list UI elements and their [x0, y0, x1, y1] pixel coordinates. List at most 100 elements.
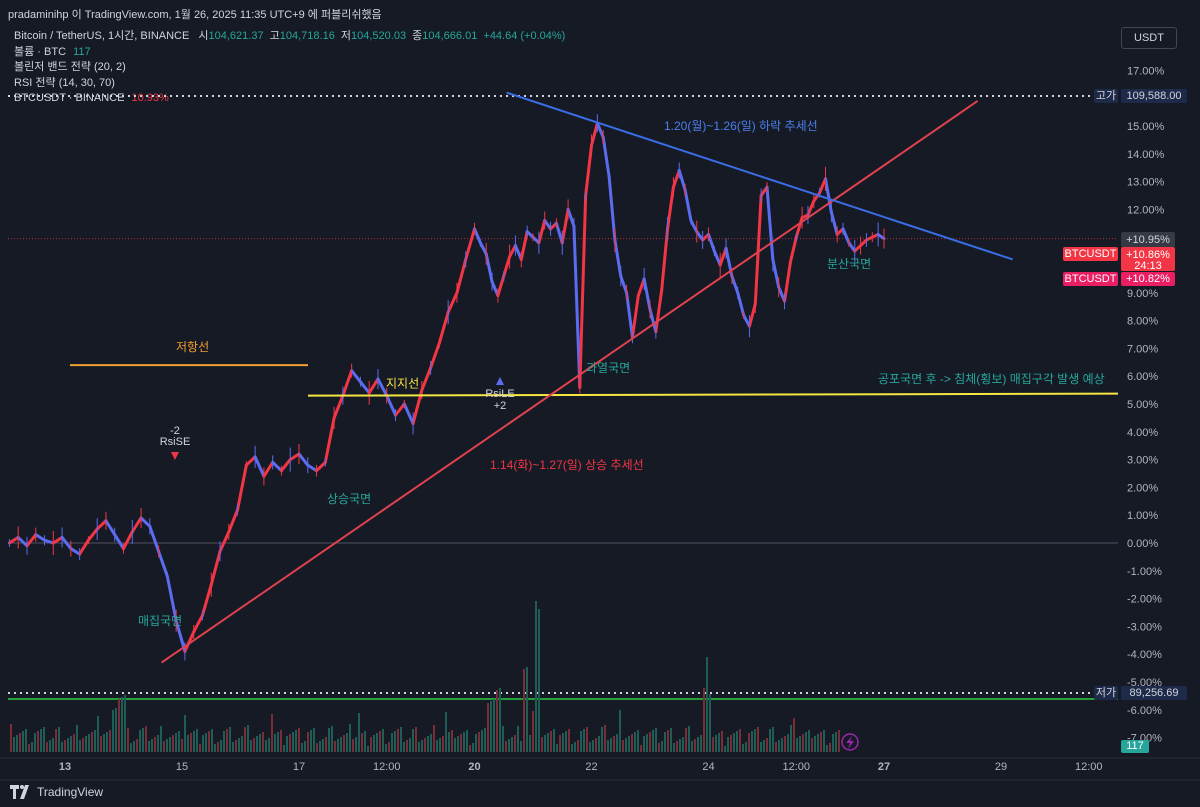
price-segment — [707, 232, 716, 253]
price-segment — [253, 455, 266, 478]
low-tag: 저가 — [1096, 686, 1116, 699]
volume-bar — [457, 736, 459, 752]
price-segment — [350, 369, 362, 384]
volume-bar — [187, 735, 189, 752]
volume-bar — [367, 746, 369, 752]
price-segment — [572, 224, 582, 389]
price-segment — [484, 252, 494, 284]
legend-rsi[interactable]: RSI 전략 (14, 30, 70) — [14, 76, 115, 89]
price-segment — [560, 207, 570, 245]
volume-bar — [328, 728, 330, 752]
volume-bar — [100, 736, 102, 752]
volume-bar — [136, 739, 138, 752]
volume-bar — [697, 737, 699, 752]
rising-phase-label: 상승국면 — [327, 492, 371, 506]
volume-bar — [40, 729, 42, 752]
volume-bar — [289, 734, 291, 752]
volume-bar — [781, 738, 783, 752]
volume-bar — [721, 731, 723, 752]
volume-bar — [382, 729, 384, 752]
volume-bar — [235, 740, 237, 752]
price-segment — [464, 227, 476, 261]
volume-bar — [205, 733, 207, 752]
legend-bollinger[interactable]: 볼린저 밴드 전략 (20, 2) — [14, 61, 126, 73]
volume-bar — [250, 740, 252, 752]
y-tick-label: 17.00% — [1127, 65, 1165, 77]
volume-bar — [163, 741, 165, 752]
currency-button[interactable]: USDT — [1121, 27, 1177, 49]
volume-bar — [298, 728, 300, 752]
volume-bar — [379, 731, 381, 752]
price-segment — [619, 274, 629, 295]
volume-bar — [73, 734, 75, 752]
volume-bar — [460, 734, 462, 752]
y-tick-label: 0.00% — [1127, 538, 1158, 550]
volume-bar — [190, 733, 192, 752]
volume-bar — [241, 736, 243, 752]
y-tick-label: -3.00% — [1127, 621, 1162, 633]
legend-symbol[interactable]: Bitcoin / TetherUS, 1시간, BINANCE — [14, 30, 190, 42]
price-segment — [642, 277, 652, 311]
volume-bar — [19, 733, 21, 752]
price-segment — [244, 455, 257, 467]
y-tick-label: 14.00% — [1127, 149, 1165, 161]
rsi-signal-2-label: RsiLE — [485, 388, 514, 400]
price-segment — [490, 280, 500, 298]
volume-bar — [202, 735, 204, 752]
price-segment — [689, 219, 699, 234]
legend-low: 104,520.03 — [351, 30, 407, 42]
volume-bar — [172, 735, 174, 752]
volume-bar — [787, 734, 789, 752]
rsi-signal-2-qty: +2 — [494, 400, 507, 412]
volume-bar — [313, 728, 315, 752]
current-change-tag-bg — [1121, 232, 1175, 247]
volume-bar — [643, 736, 645, 752]
volume-bar — [568, 729, 570, 752]
volume-bar — [148, 741, 150, 752]
volume-bar — [256, 736, 258, 752]
volume-bar — [130, 743, 132, 752]
price-segment — [578, 194, 588, 389]
legend-symbol-row: Bitcoin / TetherUS, 1시간, BINANCE 시104,62… — [14, 29, 565, 45]
legend-volume-row[interactable]: 볼륨 · BTC 117 — [14, 45, 565, 61]
price-segment — [683, 188, 693, 223]
x-tick-label: 22 — [585, 761, 597, 773]
volume-bar — [454, 738, 456, 752]
volume-bar — [304, 741, 306, 752]
volume-bar — [439, 738, 441, 752]
tradingview-label: TradingView — [37, 785, 104, 799]
volume-bar — [430, 734, 432, 752]
volume-bar — [829, 743, 831, 752]
price-segment — [654, 288, 664, 334]
legend-compare-label: BTCUSDT · BINANCE — [14, 92, 125, 104]
volume-bar — [25, 729, 27, 752]
volume-bar — [520, 741, 522, 752]
volume-bar — [133, 741, 135, 752]
btcusdt-value-2: +10.82% — [1126, 273, 1170, 285]
x-tick-label: 27 — [878, 761, 890, 773]
price-segment — [51, 535, 64, 545]
price-segment — [508, 244, 517, 259]
price-segment — [139, 516, 152, 528]
lightning-bolt-icon — [846, 736, 854, 749]
overheated-phase-label: 과열국면 — [586, 361, 630, 375]
price-segment — [78, 538, 90, 556]
volume-bar — [37, 731, 39, 752]
snapshot-header: pradaminihp 이 TradingView.com, 1월 26, 20… — [8, 9, 382, 21]
volume-bar — [736, 731, 738, 752]
price-segment — [455, 257, 468, 295]
price-segment — [730, 274, 740, 295]
volume-bar — [199, 744, 201, 752]
volume-bar — [784, 736, 786, 752]
volume-bar — [139, 730, 141, 752]
price-segment — [496, 274, 506, 298]
volume-bar — [553, 729, 555, 752]
accumulation-label: 매집국면 — [138, 614, 182, 628]
replay-lightning-icon[interactable] — [841, 733, 859, 751]
y-tick-label: 6.00% — [1127, 371, 1158, 383]
volume-bar — [112, 710, 114, 752]
volume-bar — [388, 742, 390, 752]
volume-bar — [106, 732, 108, 752]
volume-bar — [541, 737, 543, 752]
